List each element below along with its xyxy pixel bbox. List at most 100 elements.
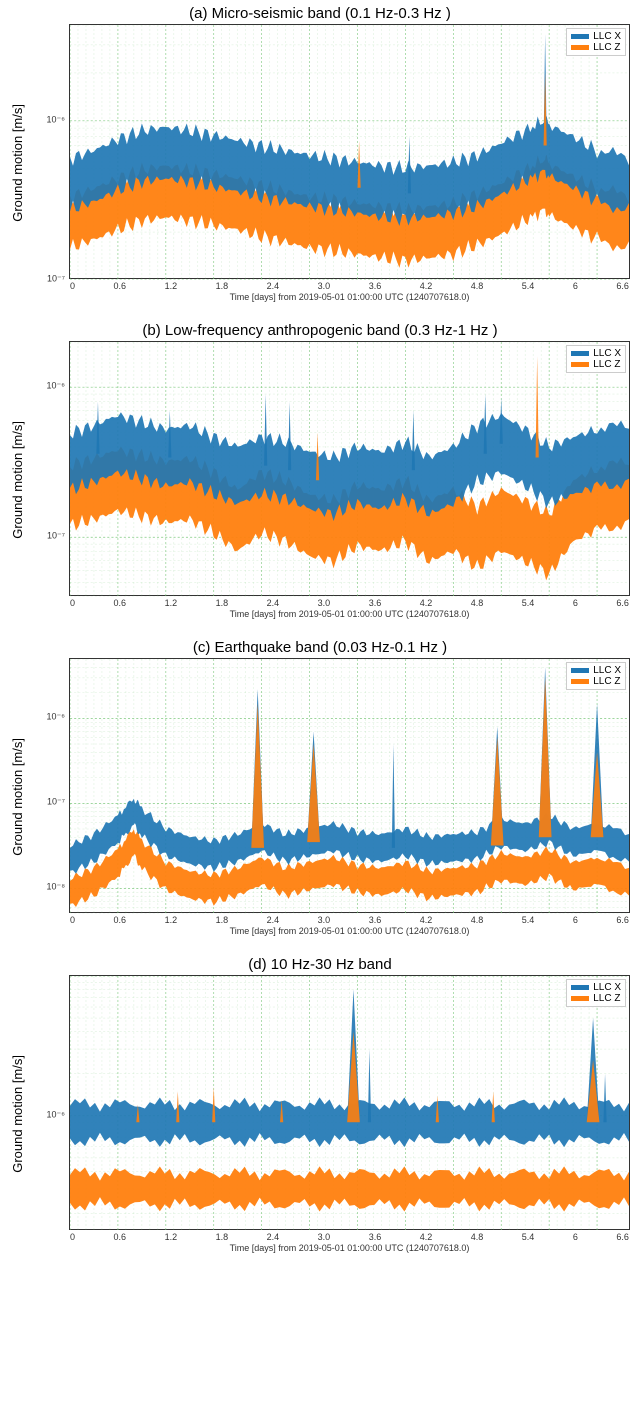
xtick-label: 0	[70, 1232, 75, 1242]
xtick-label: 0.6	[114, 281, 127, 291]
xtick-label: 0	[70, 598, 75, 608]
legend-label-x: LLC X	[593, 665, 621, 676]
xtick-label: 3.6	[369, 281, 382, 291]
ytick-label: 10⁻⁷	[47, 531, 65, 542]
x-axis-label: Time [days] from 2019-05-01 01:00:00 UTC…	[69, 609, 630, 619]
ytick-label: 10⁻⁷	[47, 797, 65, 808]
xtick-label: 6.6	[616, 598, 629, 608]
xtick-label: 0.6	[114, 598, 127, 608]
xtick-label: 1.8	[216, 915, 229, 925]
plot-svg	[70, 659, 629, 914]
panel-b: (b) Low-frequency anthropogenic band (0.…	[10, 322, 630, 619]
y-ticks: 10⁻⁸10⁻⁷10⁻⁶	[29, 658, 67, 936]
legend-label-z: LLC Z	[593, 359, 620, 370]
legend-swatch-x	[571, 351, 589, 356]
xtick-label: 0.6	[114, 1232, 127, 1242]
panel-d: (d) 10 Hz-30 Hz band Ground motion [m/s]…	[10, 956, 630, 1253]
xtick-label: 4.8	[471, 598, 484, 608]
legend-swatch-x	[571, 34, 589, 39]
x-ticks: 00.61.21.82.43.03.64.24.85.466.6	[69, 281, 630, 291]
xtick-label: 5.4	[522, 281, 535, 291]
panel-a: (a) Micro-seismic band (0.1 Hz-0.3 Hz ) …	[10, 5, 630, 302]
x-ticks: 00.61.21.82.43.03.64.24.85.466.6	[69, 915, 630, 925]
y-ticks: 10⁻⁶	[29, 975, 67, 1253]
xtick-label: 3.0	[318, 281, 331, 291]
xtick-label: 6	[573, 915, 578, 925]
xtick-label: 4.2	[420, 598, 433, 608]
spikes	[251, 667, 603, 848]
axes: LLC X LLC Z	[69, 24, 630, 279]
axes: LLC X LLC Z	[69, 658, 630, 913]
panel-title: (a) Micro-seismic band (0.1 Hz-0.3 Hz )	[10, 5, 630, 22]
y-axis-label: Ground motion [m/s]	[10, 104, 25, 222]
axes: LLC X LLC Z	[69, 341, 630, 596]
xtick-label: 4.8	[471, 281, 484, 291]
xtick-label: 4.2	[420, 1232, 433, 1242]
xtick-label: 1.8	[216, 1232, 229, 1242]
panel-title: (c) Earthquake band (0.03 Hz-0.1 Hz )	[10, 639, 630, 656]
xtick-label: 3.6	[369, 1232, 382, 1242]
xtick-label: 4.8	[471, 915, 484, 925]
series-z	[70, 1166, 629, 1211]
x-ticks: 00.61.21.82.43.03.64.24.85.466.6	[69, 598, 630, 608]
legend-swatch-z	[571, 362, 589, 367]
plot-svg	[70, 342, 629, 597]
xtick-label: 1.2	[165, 281, 178, 291]
legend-label-z: LLC Z	[593, 993, 620, 1004]
xtick-label: 2.4	[267, 1232, 280, 1242]
xtick-label: 6	[573, 598, 578, 608]
figure: (a) Micro-seismic band (0.1 Hz-0.3 Hz ) …	[0, 0, 640, 1288]
xtick-label: 0	[70, 915, 75, 925]
xtick-label: 5.4	[522, 598, 535, 608]
x-axis-label: Time [days] from 2019-05-01 01:00:00 UTC…	[69, 1243, 630, 1253]
xtick-label: 4.8	[471, 1232, 484, 1242]
xtick-label: 0	[70, 281, 75, 291]
ytick-label: 10⁻⁷	[47, 274, 65, 285]
xtick-label: 4.2	[420, 281, 433, 291]
legend-swatch-x	[571, 985, 589, 990]
xtick-label: 1.2	[165, 598, 178, 608]
legend: LLC X LLC Z	[566, 662, 626, 690]
x-axis-label: Time [days] from 2019-05-01 01:00:00 UTC…	[69, 926, 630, 936]
plot-svg	[70, 25, 629, 280]
xtick-label: 3.6	[369, 598, 382, 608]
legend-label-z: LLC Z	[593, 42, 620, 53]
xtick-label: 5.4	[522, 1232, 535, 1242]
xtick-label: 4.2	[420, 915, 433, 925]
xtick-label: 5.4	[522, 915, 535, 925]
xtick-label: 1.8	[216, 598, 229, 608]
xtick-label: 2.4	[267, 281, 280, 291]
xtick-label: 3.0	[318, 915, 331, 925]
x-axis-label: Time [days] from 2019-05-01 01:00:00 UTC…	[69, 292, 630, 302]
panel-title: (b) Low-frequency anthropogenic band (0.…	[10, 322, 630, 339]
legend-swatch-z	[571, 45, 589, 50]
ytick-label: 10⁻⁶	[47, 381, 65, 392]
legend-label-x: LLC X	[593, 31, 621, 42]
y-ticks: 10⁻⁷ 10⁻⁶	[29, 341, 67, 619]
xtick-label: 6.6	[616, 281, 629, 291]
xtick-label: 0.6	[114, 915, 127, 925]
legend: LLC X LLC Z	[566, 28, 626, 56]
y-axis-label: Ground motion [m/s]	[10, 738, 25, 856]
xtick-label: 1.2	[165, 915, 178, 925]
ytick-label: 10⁻⁶	[47, 114, 65, 125]
legend-swatch-z	[571, 679, 589, 684]
y-ticks: 10⁻⁷ 10⁻⁶	[29, 24, 67, 302]
y-axis-label: Ground motion [m/s]	[10, 421, 25, 539]
xtick-label: 6	[573, 1232, 578, 1242]
panel-title: (d) 10 Hz-30 Hz band	[10, 956, 630, 973]
legend-label-x: LLC X	[593, 348, 621, 359]
legend-swatch-z	[571, 996, 589, 1001]
xtick-label: 1.8	[216, 281, 229, 291]
xtick-label: 2.4	[267, 598, 280, 608]
y-axis-label: Ground motion [m/s]	[10, 1055, 25, 1173]
x-ticks: 00.61.21.82.43.03.64.24.85.466.6	[69, 1232, 630, 1242]
xtick-label: 2.4	[267, 915, 280, 925]
spikes	[136, 990, 606, 1123]
xtick-label: 6.6	[616, 915, 629, 925]
xtick-label: 3.0	[318, 1232, 331, 1242]
ytick-label: 10⁻⁶	[47, 712, 65, 723]
legend-label-z: LLC Z	[593, 676, 620, 687]
xtick-label: 6.6	[616, 1232, 629, 1242]
legend: LLC X LLC Z	[566, 979, 626, 1007]
